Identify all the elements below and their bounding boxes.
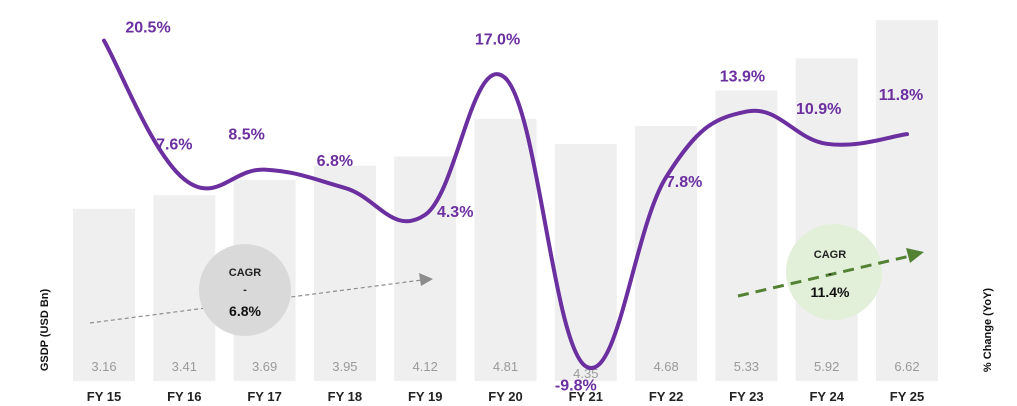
cagr-value-2: 11.4% [811,284,850,300]
yoy-change-line [102,38,909,370]
yoy-label: 10.9% [796,101,841,118]
x-tick-label: FY 15 [87,389,121,404]
bar-fy-19 [394,156,457,381]
yoy-label: 7.6% [156,136,192,153]
cagr-annotation-1: CAGR - 6.8% [89,244,433,336]
bar-fy-20 [474,118,537,381]
x-tick-label: FY 21 [569,389,603,404]
x-tick-label: FY 18 [328,389,362,404]
bar-value-label: 4.12 [413,359,438,374]
bar-fy-25 [876,20,938,382]
bar-value-label: 5.33 [734,359,759,374]
bar-value-label: 4.81 [493,359,518,374]
right-axis-title: % Change (YoY) [982,288,994,372]
cagr-label-1: CAGR [229,267,261,279]
bar-fy-23 [715,90,778,381]
yoy-label: 7.8% [666,174,702,191]
cagr-annotation-2: CAGR - 11.4% [737,224,924,320]
cagr-dash-2: - [828,268,832,280]
cagr-arrowhead-1 [419,273,433,286]
yoy-label: 4.3% [437,204,473,221]
yoy-label: 17.0% [475,31,520,48]
yoy-label: 13.9% [720,69,765,86]
x-tick-label: FY 17 [247,389,281,404]
bar-fy-22 [635,125,698,381]
cagr-value-1: 6.8% [229,303,261,319]
x-tick-label: FY 22 [649,389,683,404]
bar-value-label: 3.95 [332,359,357,374]
bar-fy-15 [73,208,135,381]
x-axis-ticks: FY 15 FY 16 FY 17 FY 18 FY 19 FY 20 FY 21 FY 22… [87,389,924,404]
bar-fy-24 [795,58,858,382]
cagr-label-2: CAGR [814,249,846,261]
yoy-label: 6.8% [317,153,353,170]
yoy-label: 20.5% [125,20,170,37]
x-tick-label: FY 24 [809,389,844,404]
bar-fy-18 [313,165,376,381]
yoy-change-labels: 20.5% 7.6% 8.5% 6.8% 4.3% 17.0% -9.8% 7.8% 13.9%… [125,20,923,395]
cagr-trend-arrow-2 [737,254,911,298]
bar-value-label: 3.41 [172,359,197,374]
cagr-dash-1: - [243,284,247,296]
bar-value-label: 3.16 [91,359,116,374]
x-tick-label: FY 16 [167,389,201,404]
bar-fy-21 [554,143,617,381]
left-axis-title: GSDP (USD Bn) [39,289,51,372]
cagr-circle-2 [786,224,882,320]
x-tick-label: FY 25 [890,389,924,404]
bar-value-label: 6.62 [894,359,919,374]
bar-value-label: 3.69 [252,359,277,374]
bar-value-label: 5.92 [814,359,839,374]
yoy-label: -9.8% [555,377,597,394]
cagr-arrowhead-2 [906,248,924,263]
bar-value-label: 4.68 [653,359,678,374]
x-tick-label: FY 23 [729,389,763,404]
x-tick-label: FY 20 [488,389,522,404]
yoy-label: 11.8% [879,87,923,104]
cagr-circle-1 [199,244,291,336]
yoy-label: 8.5% [228,127,264,144]
bar-series [73,20,938,382]
x-tick-label: FY 19 [408,389,442,404]
